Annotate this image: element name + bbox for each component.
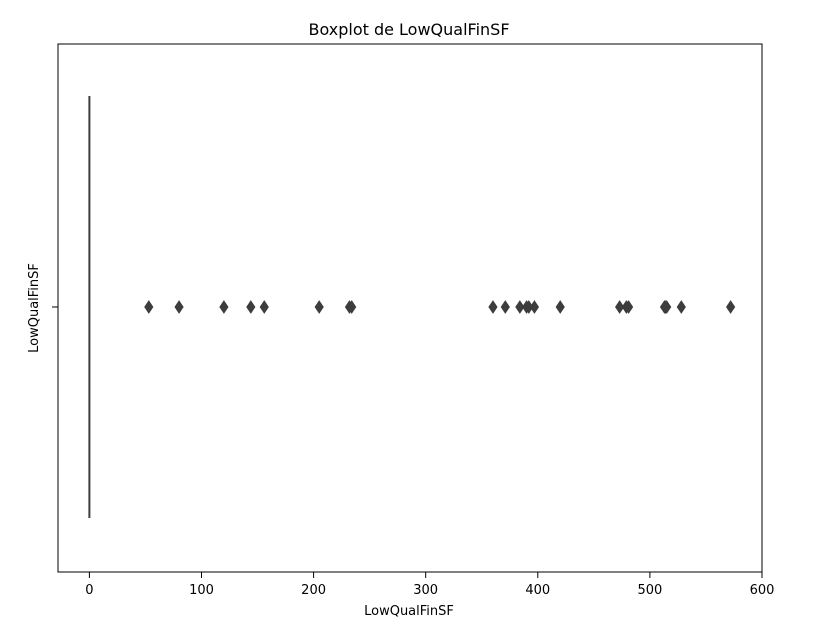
outlier-point [615, 300, 625, 314]
outlier-point [314, 300, 324, 314]
outlier-point [144, 300, 154, 314]
outlier-point [676, 300, 686, 314]
outlier-point [347, 300, 357, 314]
x-tick-label: 200 [301, 583, 326, 598]
x-tick-label: 400 [525, 583, 550, 598]
x-tick-label: 300 [413, 583, 438, 598]
x-tick-label: 500 [637, 583, 662, 598]
outlier-point [662, 300, 672, 314]
y-axis-label: LowQualFinSF [27, 263, 42, 353]
outlier-point [500, 300, 510, 314]
chart-title: Boxplot de LowQualFinSF [308, 20, 509, 39]
outlier-point [623, 300, 634, 314]
x-axis-label: LowQualFinSF [364, 604, 454, 619]
outlier-point [726, 300, 736, 314]
outlier-point [174, 300, 184, 314]
outlier-point [219, 300, 229, 314]
outlier-point [529, 300, 540, 314]
x-tick-label: 0 [85, 583, 93, 598]
outlier-point [246, 300, 256, 314]
plot-area-frame [57, 43, 763, 573]
outlier-point [488, 300, 498, 314]
outlier-point [515, 300, 525, 314]
x-tick-label: 600 [750, 583, 775, 598]
outlier-points [144, 300, 736, 314]
outlier-point [259, 300, 269, 314]
outlier-point [555, 300, 565, 314]
x-tick-label: 100 [189, 583, 214, 598]
x-axis-ticks: 0 100 200 300 400 500 600 [85, 572, 774, 598]
